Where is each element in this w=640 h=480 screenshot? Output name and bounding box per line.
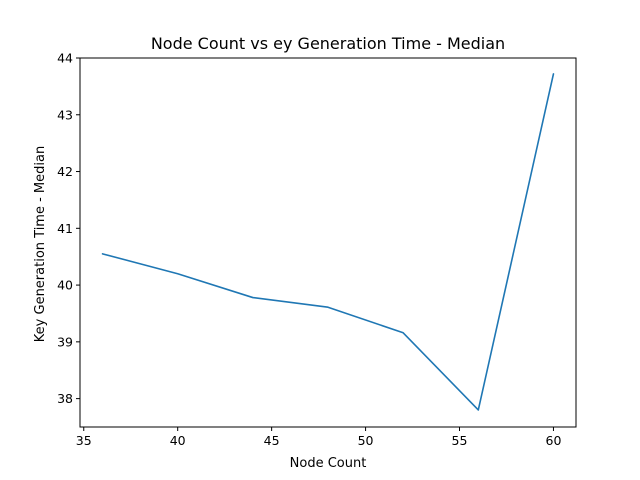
series-line: [101, 73, 555, 411]
x-tick-label: 55: [452, 433, 468, 448]
plot-frame: [79, 57, 577, 428]
y-tick-label: 43: [57, 107, 73, 122]
x-tick-label: 45: [264, 433, 280, 448]
y-tick-label: 44: [57, 51, 73, 66]
y-axis-label: Key Generation Time - Median: [33, 146, 48, 342]
y-tick-label: 42: [57, 164, 73, 179]
plot-area: 35 40 45 50 55 60 38 39 40 41 42 43 44: [57, 51, 577, 448]
x-tick-label: 35: [76, 433, 92, 448]
y-tick-label: 39: [57, 334, 73, 349]
x-tick-label: 60: [546, 433, 562, 448]
x-axis-label: Node Count: [290, 456, 367, 471]
chart-title: Node Count vs ey Generation Time - Media…: [151, 34, 505, 53]
x-tick-label: 40: [170, 433, 186, 448]
y-tick-label: 40: [57, 278, 73, 293]
x-tick-label: 50: [358, 433, 374, 448]
y-tick-label: 38: [57, 391, 73, 406]
y-tick-label: 41: [57, 221, 73, 236]
